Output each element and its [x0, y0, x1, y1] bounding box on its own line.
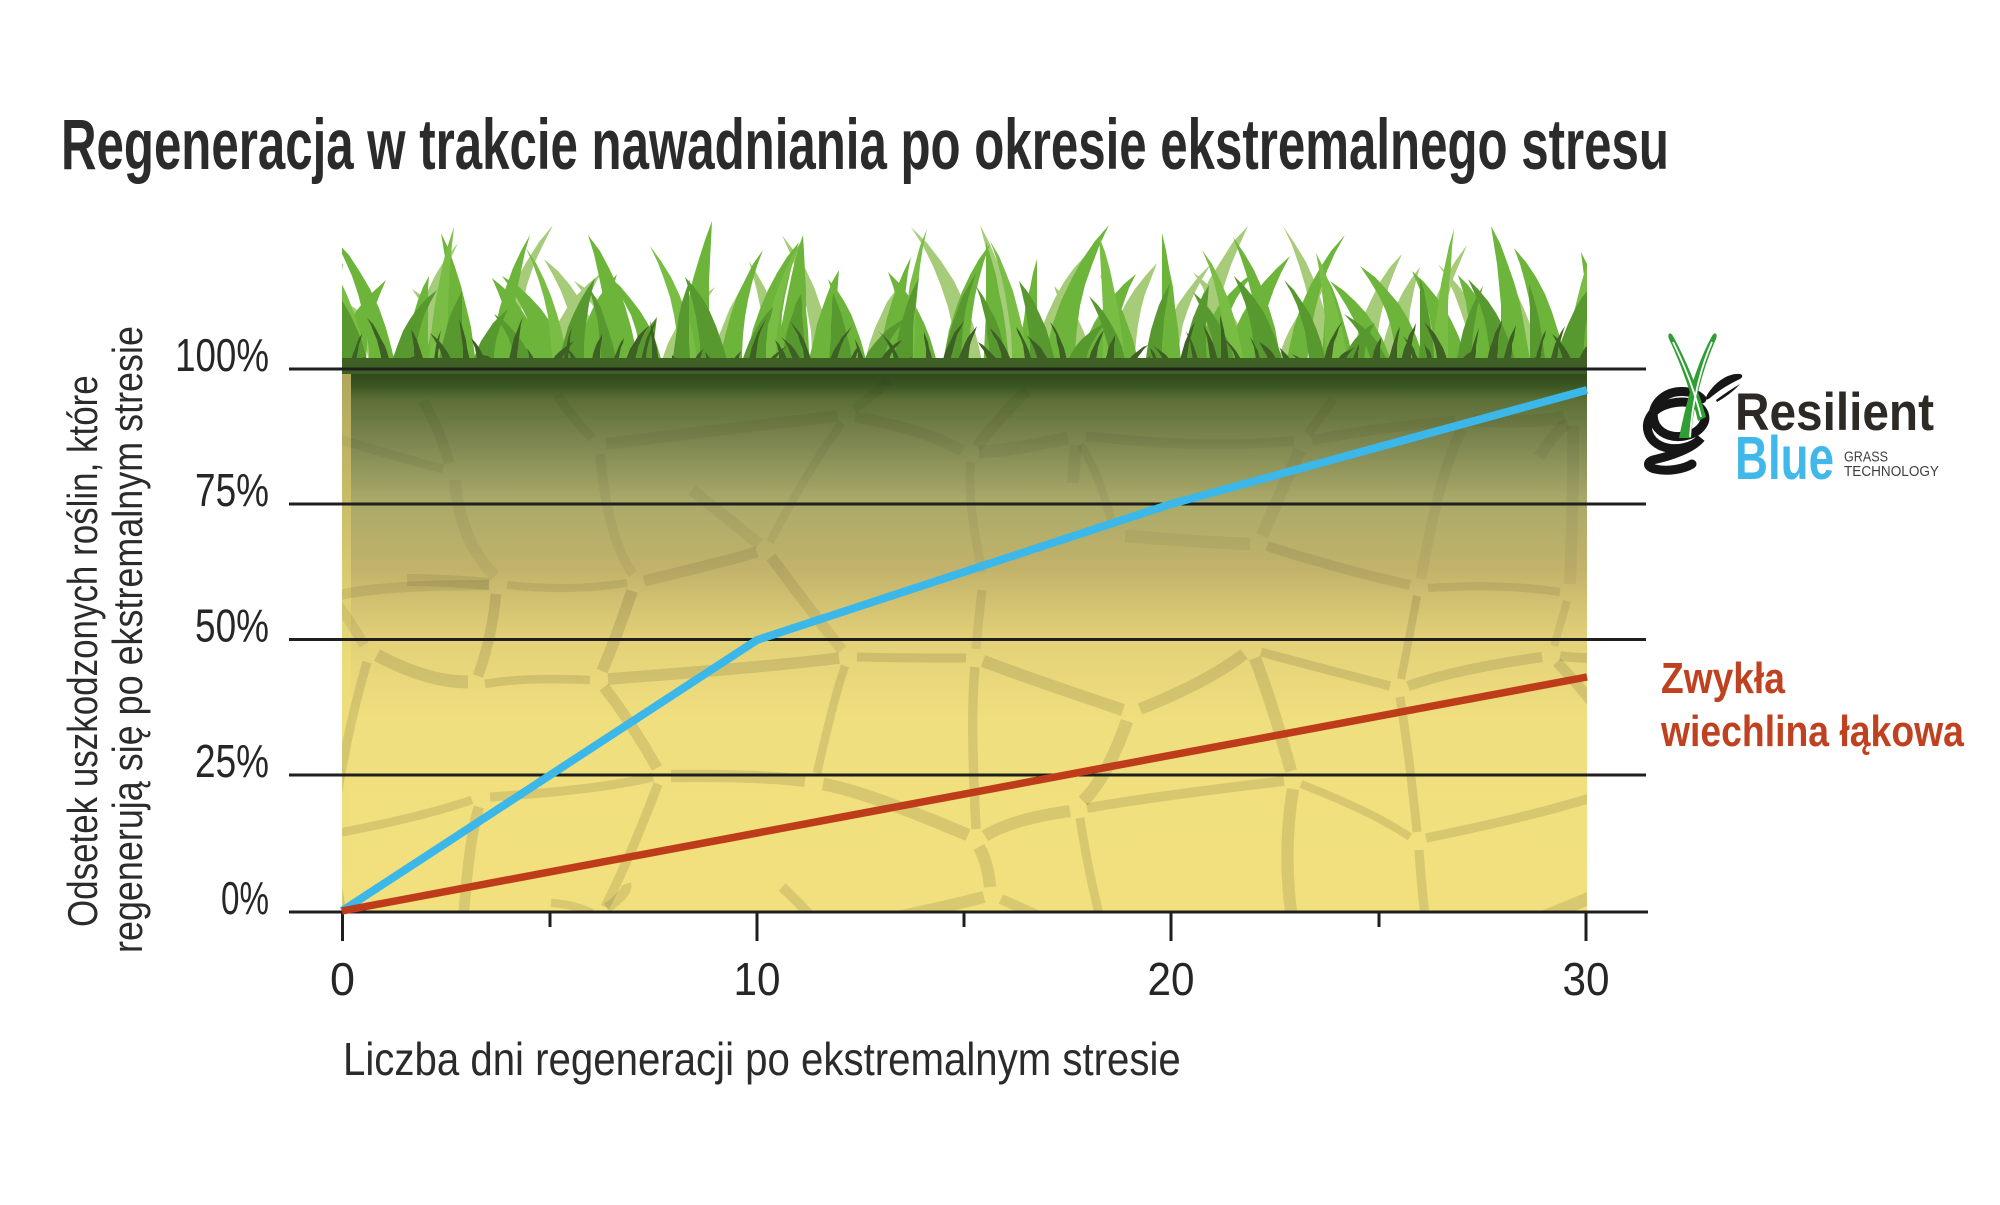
svg-text:100%: 100%: [175, 329, 269, 381]
svg-text:20: 20: [1148, 954, 1195, 1005]
svg-text:Odsetek uszkodzonych roślin, k: Odsetek uszkodzonych roślin, które: [60, 375, 107, 927]
svg-text:30: 30: [1563, 954, 1610, 1005]
svg-text:0: 0: [330, 954, 355, 1006]
svg-text:50%: 50%: [195, 600, 269, 652]
svg-text:Zwykła: Zwykła: [1661, 653, 1785, 703]
svg-text:TECHNOLOGY: TECHNOLOGY: [1844, 463, 1939, 480]
svg-text:GRASS: GRASS: [1844, 447, 1888, 464]
svg-text:75%: 75%: [195, 464, 269, 516]
svg-text:0%: 0%: [221, 874, 269, 924]
svg-text:10: 10: [734, 954, 781, 1005]
svg-text:25%: 25%: [195, 735, 269, 787]
svg-text:Regeneracja w trakcie nawadnia: Regeneracja w trakcie nawadniania po okr…: [61, 105, 1669, 184]
svg-text:Blue: Blue: [1735, 425, 1834, 493]
svg-text:wiechlina łąkowa: wiechlina łąkowa: [1660, 706, 1964, 756]
svg-text:regenerują się po ekstremalnym: regenerują się po ekstremalnym stresie: [105, 326, 151, 953]
svg-text:Resilient: Resilient: [1735, 382, 1934, 442]
svg-text:Liczba dni regeneracji po ekst: Liczba dni regeneracji po ekstremalnym s…: [343, 1035, 1181, 1086]
